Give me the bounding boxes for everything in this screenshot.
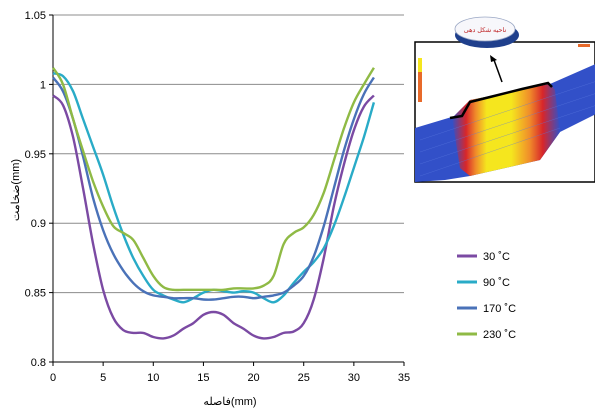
- callout-arrow-head: [490, 55, 497, 62]
- gridlines: [53, 14, 404, 294]
- callout-label: ناحیه شکل دهی: [464, 26, 507, 34]
- series-line-3: [52, 76, 375, 301]
- y-tick-label: 0.9: [31, 218, 46, 230]
- scale-mark: [578, 44, 590, 47]
- x-tick-label: 0: [50, 372, 56, 384]
- legend-label-1: 30 ˚C: [483, 251, 510, 263]
- x-tick-label: 15: [197, 372, 209, 384]
- y-tick-label: 1: [40, 79, 46, 91]
- color-scale-strip: [418, 58, 422, 72]
- color-scale-strip-lower: [418, 72, 422, 102]
- x-axis-label: فاصله(mm): [203, 396, 256, 408]
- legend-label-2: 90 ˚C: [483, 277, 510, 289]
- legend-label-4: 230 ˚C: [483, 329, 516, 341]
- x-tick-label: 25: [298, 372, 310, 384]
- forming-band: [452, 84, 560, 176]
- callout-bubble: [454, 16, 516, 42]
- callout-arrow: [493, 59, 503, 83]
- x-tick-label: 35: [398, 372, 410, 384]
- axes: [52, 15, 404, 363]
- x-tick-label: 30: [348, 372, 360, 384]
- series-line-4: [51, 67, 375, 292]
- y-tick-label: 1.05: [25, 10, 46, 22]
- series-line-1: [52, 94, 375, 340]
- x-tick-label: 5: [100, 372, 106, 384]
- y-tick-label: 0.95: [25, 149, 46, 161]
- profile-outline: [449, 81, 553, 120]
- legend: 30 ˚C 90 ˚C 170 ˚C 230 ˚C: [457, 251, 516, 341]
- y-tick-label: 0.8: [31, 357, 46, 369]
- inset-simulation-image: ناحیه شکل دهی: [414, 16, 595, 183]
- tick-labels: 0.8 0.85 0.9 0.95 1 1.05 0 5 10 15 20 25 30 35: [25, 10, 411, 384]
- series-lines: [51, 67, 376, 340]
- x-tick-label: 10: [147, 372, 159, 384]
- legend-label-3: 170 ˚C: [483, 303, 516, 315]
- y-tick-label: 0.85: [25, 288, 46, 300]
- mesh-lines: [419, 81, 595, 177]
- y-axis-label: ضخامت(mm): [10, 159, 22, 221]
- x-tick-label: 20: [247, 372, 259, 384]
